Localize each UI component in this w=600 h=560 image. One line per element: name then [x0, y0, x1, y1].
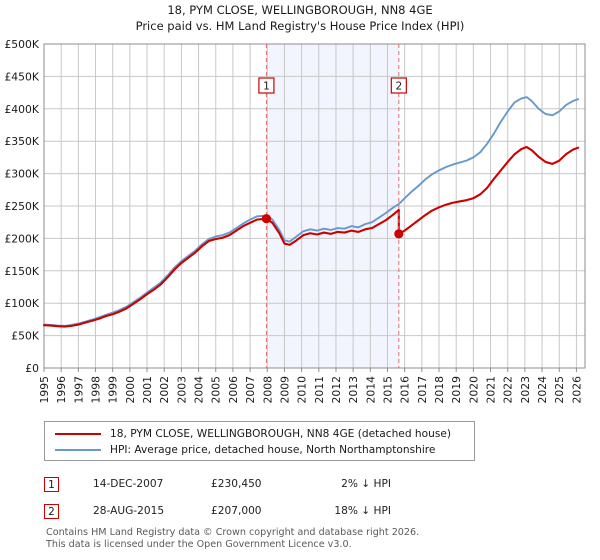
legend-label-hpi: HPI: Average price, detached house, Nort… — [110, 444, 436, 456]
y-axis-tick-label: £250K — [4, 200, 39, 213]
footer-line-2: This data is licensed under the Open Gov… — [46, 538, 352, 550]
x-axis-tick-label: 1997 — [72, 376, 85, 403]
price-history-chart: £0 £50K £100K £150K £200K £250K £300K £350K £400… — [0, 32, 600, 412]
y-axis-tick-label: £450K — [4, 70, 39, 83]
series-line-hpi — [43, 96, 580, 327]
y-axis-tick-label: £350K — [4, 135, 39, 148]
y-axis-tick-label: £200K — [4, 232, 39, 245]
annotation-point — [394, 229, 404, 239]
y-axis-tick-label: £100K — [4, 297, 39, 310]
x-axis-tick-label: 1995 — [38, 376, 51, 403]
annotation-box[interactable] — [390, 77, 407, 94]
legend-item-hpi: HPI: Average price, detached house, Nort… — [45, 442, 474, 458]
x-axis-tick-label: 2001 — [141, 376, 154, 403]
transaction-price-2: £207,000 — [211, 505, 262, 517]
y-axis-tick-label: £500K — [4, 38, 39, 51]
page-title: 18, PYM CLOSE, WELLINGBOROUGH, NN8 4GE — [167, 3, 433, 17]
x-axis-tick-label: 2024 — [536, 376, 549, 404]
x-axis-tick-label: 2019 — [450, 376, 463, 404]
x-axis-tick-label: 2018 — [433, 376, 446, 404]
legend-item-price-paid: 18, PYM CLOSE, WELLINGBOROUGH, NN8 4GE (… — [45, 426, 474, 442]
y-axis-tick-label: £150K — [4, 265, 39, 278]
x-axis-tick-label: 2026 — [570, 376, 583, 404]
x-axis-tick-label: 2011 — [313, 376, 326, 403]
x-axis-tick-label: 1996 — [55, 376, 68, 404]
transaction-row: 1 14-DEC-2007 £230,450 2% ↓ HPI — [44, 473, 504, 495]
y-axis-tick-label: £50K — [11, 330, 40, 343]
x-axis-tick-label: 2006 — [227, 376, 240, 404]
legend-swatch-price-paid — [55, 433, 101, 435]
x-axis-tick-label: 2002 — [158, 376, 171, 403]
x-axis-tick-label: 2012 — [330, 376, 343, 403]
annotation-box[interactable] — [258, 77, 275, 94]
transaction-marker-2: 2 — [44, 503, 59, 519]
transaction-date-2: 28-AUG-2015 — [93, 505, 165, 517]
x-axis-tick-label: 2015 — [381, 376, 394, 403]
x-axis-tick-label: 2023 — [519, 376, 532, 403]
x-axis-tick-label: 2003 — [175, 376, 188, 403]
page-subtitle: Price paid vs. HM Land Registry's House … — [135, 19, 465, 33]
footer-line-1: Contains HM Land Registry data © Crown c… — [46, 527, 420, 538]
attribution-footer: Contains HM Land Registry data © Crown c… — [46, 527, 566, 550]
x-axis-tick-label: 2013 — [347, 376, 360, 403]
x-axis-tick-label: 2008 — [261, 376, 274, 404]
y-axis-tick-label: £400K — [4, 103, 39, 116]
chart-title-block: 18, PYM CLOSE, WELLINGBOROUGH, NN8 4GE P… — [0, 2, 600, 34]
plot-border — [43, 43, 586, 369]
x-axis-tick-label: 1998 — [90, 376, 103, 404]
x-axis-tick-label: 2022 — [502, 376, 515, 403]
y-axis-tick-label: £300K — [4, 168, 39, 181]
x-axis-tick-label: 2025 — [553, 376, 566, 403]
annotation-point — [261, 214, 272, 224]
transaction-price-1: £230,450 — [211, 478, 262, 490]
x-axis-tick-label: 2000 — [124, 376, 137, 404]
x-axis-tick-label: 2009 — [278, 376, 291, 404]
x-axis-tick-label: 2020 — [467, 376, 480, 404]
y-axis-tick-label: £0 — [25, 362, 39, 375]
chart-svg: £0 £50K £100K £150K £200K £250K £300K £350K £400… — [4, 38, 586, 404]
transaction-date-1: 14-DEC-2007 — [93, 478, 164, 490]
transaction-hpi-delta-1: 2% ↓ HPI — [341, 478, 391, 490]
x-axis-tick-label: 2021 — [485, 376, 498, 403]
x-axis-tick-label: 2014 — [364, 376, 377, 404]
x-axis-tick-label: 2017 — [416, 376, 429, 403]
legend-swatch-hpi — [55, 449, 101, 451]
x-axis-tick-label: 2004 — [193, 376, 206, 404]
transaction-row: 2 28-AUG-2015 £207,000 18% ↓ HPI — [44, 500, 504, 522]
x-axis-tick-label: 2016 — [399, 376, 412, 404]
annotation-box-label: 1 — [263, 80, 270, 92]
x-axis-tick-label: 2010 — [296, 376, 309, 404]
legend-label-price-paid: 18, PYM CLOSE, WELLINGBOROUGH, NN8 4GE (… — [110, 428, 451, 440]
series-line-price-paid — [42, 145, 580, 328]
x-axis-tick-label: 1999 — [107, 376, 120, 404]
transaction-hpi-delta-2: 18% ↓ HPI — [334, 505, 391, 517]
x-axis-tick-label: 2005 — [210, 376, 223, 403]
x-axis-tick-label: 2007 — [244, 376, 257, 403]
chart-legend: 18, PYM CLOSE, WELLINGBOROUGH, NN8 4GE (… — [44, 421, 475, 461]
annotation-box-label: 2 — [395, 80, 402, 92]
transaction-marker-1: 1 — [44, 476, 59, 492]
